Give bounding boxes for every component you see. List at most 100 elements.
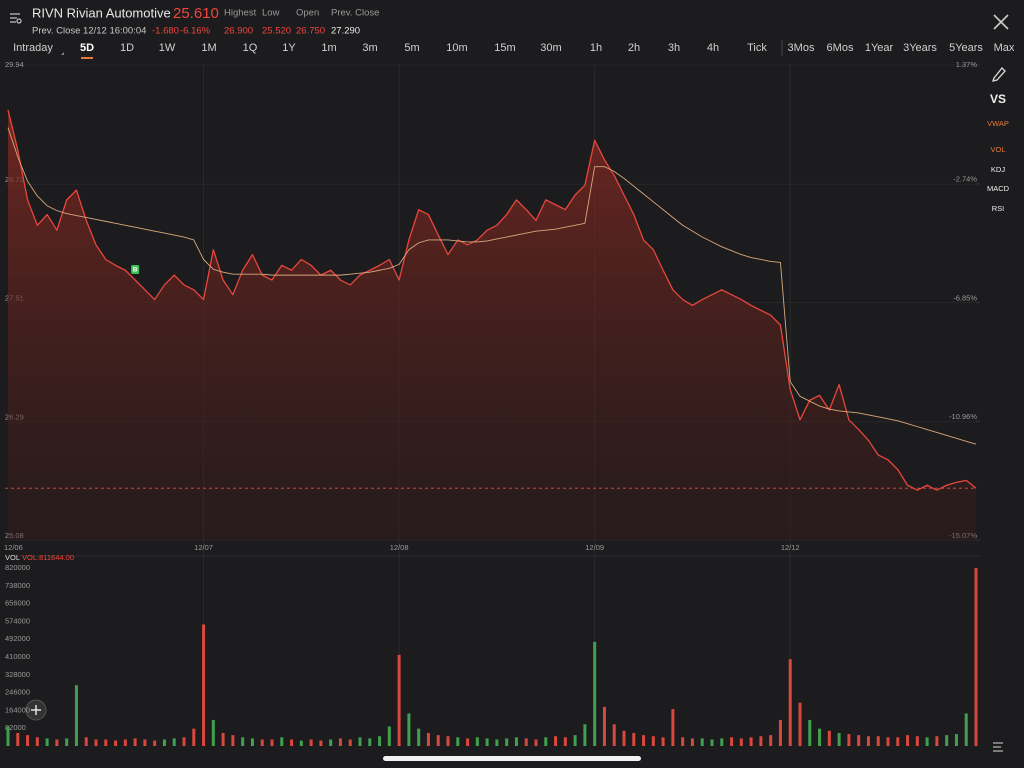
tab[interactable]: 6Mos [827, 42, 854, 54]
volume-bar [417, 728, 421, 746]
volume-bar [16, 732, 20, 746]
volume-bar [651, 736, 655, 746]
volume-bar [104, 739, 108, 746]
volume-bar [798, 702, 802, 746]
change: -1.680 [152, 26, 179, 37]
indicator[interactable]: MACD [987, 184, 1010, 193]
indicator[interactable]: VOL [990, 145, 1005, 154]
volume-bar [700, 738, 704, 746]
volume-bar [387, 726, 391, 746]
volume-bar [524, 738, 528, 746]
tab[interactable]: 1Q [243, 42, 258, 54]
volume-bar [397, 654, 401, 746]
settings-button[interactable] [993, 742, 1003, 752]
tab[interactable]: 5m [404, 42, 419, 54]
volume-bar [270, 739, 274, 746]
indicator[interactable]: KDJ [991, 165, 1005, 174]
volume-bar [554, 736, 558, 746]
tab[interactable]: 1Y [282, 42, 296, 54]
indicator[interactable]: RSI [992, 204, 1005, 213]
volume-bar [857, 735, 861, 746]
tab[interactable]: 1Year [865, 42, 894, 54]
price: 25.610 [173, 5, 219, 22]
tab[interactable]: 3m [362, 42, 377, 54]
volume-bar [153, 740, 157, 746]
tab[interactable]: 1M [201, 42, 216, 54]
volume-bar [192, 728, 196, 746]
volume-bar [241, 737, 245, 746]
volume-bar [759, 736, 763, 746]
tab-dropdown [61, 52, 64, 55]
volume-tick-label: 738000 [5, 581, 30, 590]
volume-tick-label: 410000 [5, 652, 30, 661]
volume-bar [485, 738, 489, 746]
trade-marker-label: B [133, 267, 138, 274]
home-indicator [383, 756, 641, 761]
tab[interactable]: 1D [120, 42, 134, 54]
volume-value: VOL:811644.00 [22, 553, 74, 562]
tab[interactable]: Max [994, 42, 1015, 54]
volume-bar [563, 737, 567, 746]
volume-bar [866, 736, 870, 746]
tab[interactable]: 1h [590, 42, 602, 54]
vwap-line [7, 127, 977, 445]
volume-label: VOL [5, 553, 20, 562]
price-area [8, 109, 976, 540]
volume-bar [915, 736, 919, 746]
volume-bar [974, 568, 978, 746]
volume-bar [818, 728, 822, 746]
tab[interactable]: 1W [159, 42, 176, 54]
volume-tick-label: 328000 [5, 670, 30, 679]
volume-bar [602, 706, 606, 746]
volume-bar [573, 735, 577, 746]
draw-button[interactable] [992, 67, 1006, 82]
tab[interactable]: Intraday [13, 42, 53, 54]
stat-value: 26.900 [224, 26, 253, 37]
close-button[interactable] [993, 14, 1009, 30]
volume-bar [583, 724, 587, 746]
volume-bar [74, 685, 78, 746]
tab[interactable]: 3Years [903, 42, 937, 54]
x-tick-label: 12/08 [390, 543, 409, 552]
indicator[interactable]: VWAP [987, 119, 1009, 128]
volume-bar [612, 724, 616, 746]
volume-bar [534, 739, 538, 746]
add-button[interactable] [25, 699, 47, 721]
volume-bar [368, 738, 372, 746]
volume-bar [143, 739, 147, 746]
volume-bar [710, 739, 714, 746]
tab[interactable]: 3Mos [788, 42, 815, 54]
volume-bar [475, 737, 479, 746]
tab[interactable]: 2h [628, 42, 640, 54]
volume-bar [436, 735, 440, 746]
y2-tick-label: -2.74% [953, 175, 977, 184]
volume-bar [35, 737, 39, 746]
tab[interactable]: 3h [668, 42, 680, 54]
stat-value: 27.290 [331, 26, 360, 37]
tab[interactable]: 5Years [949, 42, 983, 54]
menu-button[interactable] [10, 13, 22, 24]
tab[interactable]: 5D [80, 42, 94, 54]
volume-bar [896, 737, 900, 746]
volume-bar [280, 737, 284, 746]
tab[interactable]: 1m [321, 42, 336, 54]
volume-bar [661, 737, 665, 746]
y2-tick-label: 1.37% [956, 60, 978, 69]
tab[interactable]: Tick [747, 42, 767, 54]
volume-bar [906, 735, 910, 746]
stat-label: Low [262, 8, 280, 19]
volume-bar [94, 739, 98, 746]
tab[interactable]: 10m [446, 42, 467, 54]
volume-bar [827, 730, 831, 746]
x-tick-label: 12/09 [585, 543, 604, 552]
tab[interactable]: 30m [540, 42, 561, 54]
vs-button[interactable]: VS [990, 92, 1006, 106]
volume-bar [847, 734, 851, 746]
volume-bar [681, 737, 685, 746]
volume-bar [65, 738, 69, 746]
tab[interactable]: 4h [707, 42, 719, 54]
tab[interactable]: 15m [494, 42, 515, 54]
prev-close-time: Prev. Close 12/12 16:00:04 [32, 26, 146, 37]
volume-bar [231, 735, 235, 746]
volume-bar [290, 739, 294, 746]
